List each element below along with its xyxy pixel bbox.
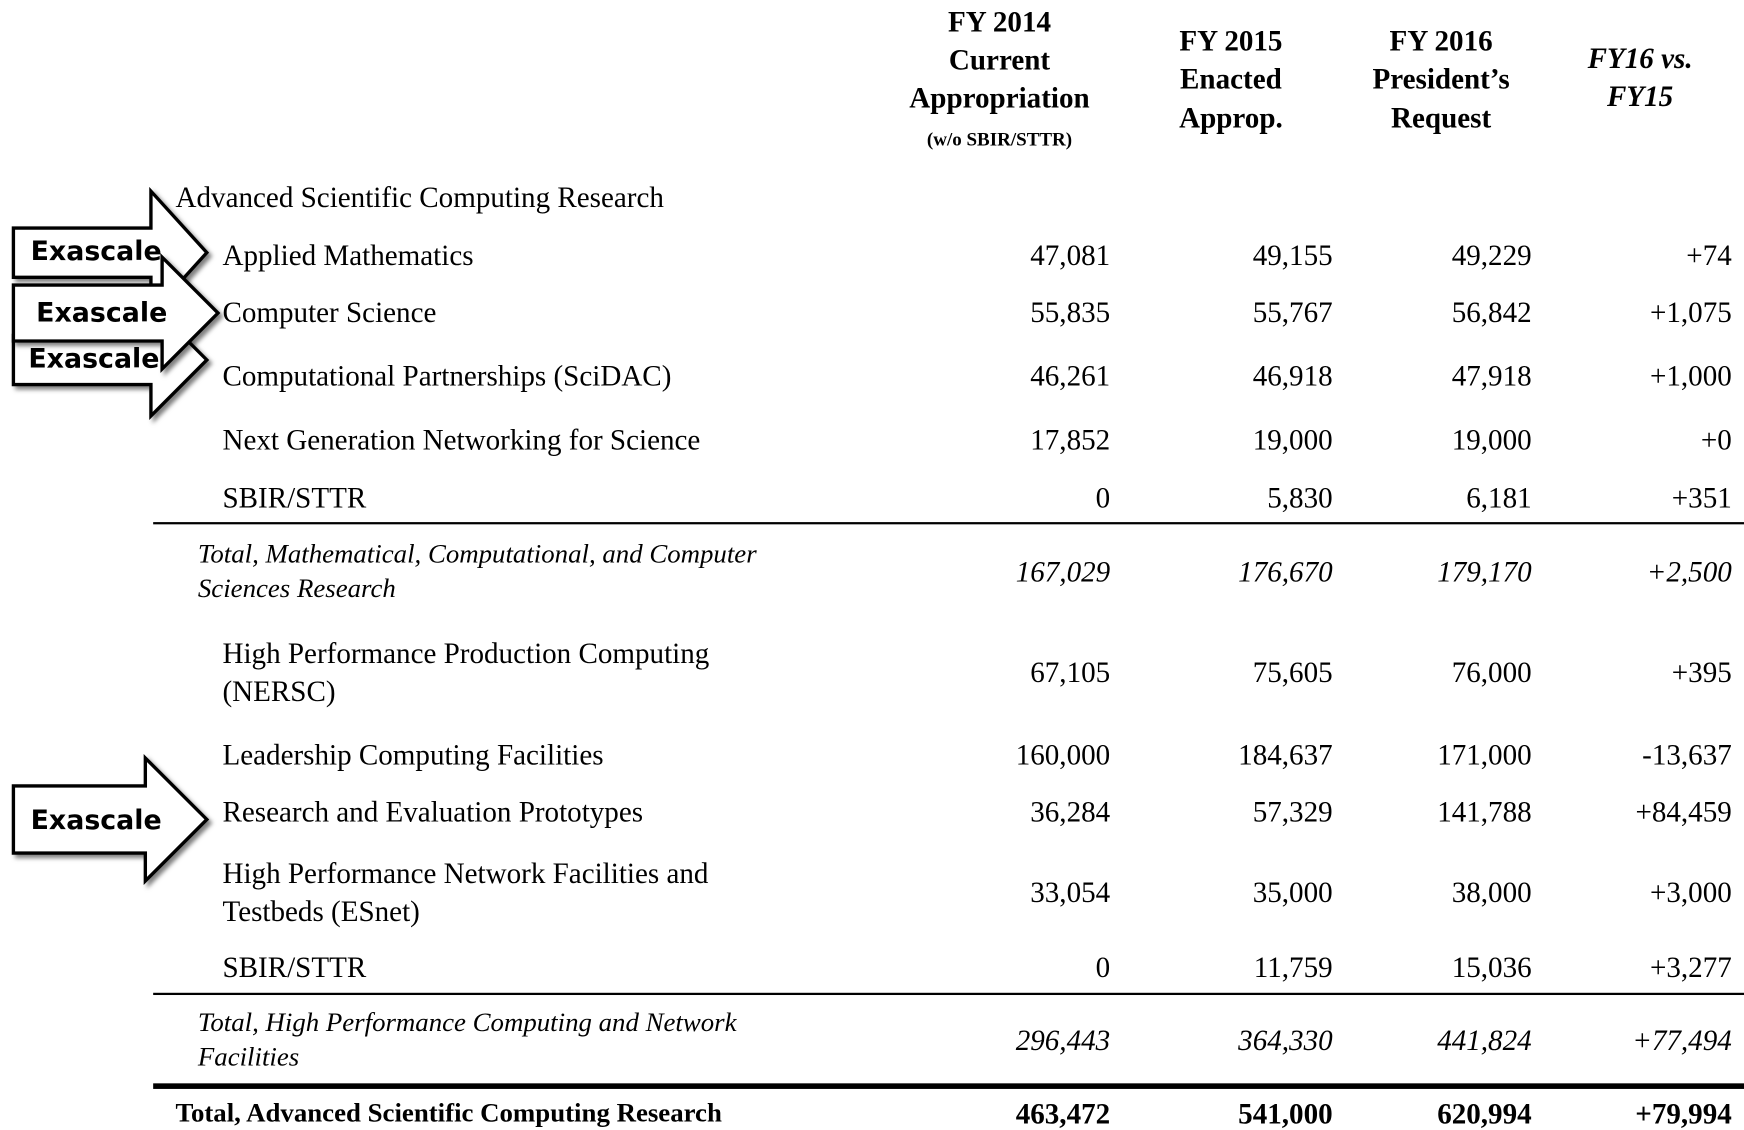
cell-value: 76,000	[1451, 656, 1532, 689]
cell-value: 47,081	[1030, 239, 1111, 272]
cell-value: 49,229	[1451, 239, 1532, 272]
row-label: Leadership Computing Facilities	[222, 738, 604, 772]
exascale-arrow: Exascale	[11, 186, 210, 319]
cell-value: +351	[1671, 481, 1732, 515]
column-header: Enacted	[1180, 62, 1282, 96]
column-header: FY16 vs.	[1587, 42, 1693, 75]
cell-value: 55,767	[1252, 296, 1333, 329]
cell-value: 17,852	[1030, 423, 1111, 457]
row-label: Facilities	[197, 1042, 300, 1072]
cell-value: 35,000	[1252, 876, 1333, 909]
column-header: Request	[1391, 101, 1492, 135]
cell-value: 541,000	[1238, 1097, 1333, 1130]
cell-value: 55,835	[1030, 296, 1111, 329]
column-header: President’s	[1372, 62, 1510, 96]
cell-value: 33,054	[1030, 876, 1111, 909]
cell-value: -13,637	[1642, 738, 1732, 772]
cell-value: 184,637	[1238, 738, 1333, 772]
cell-value: +0	[1700, 423, 1732, 457]
cell-value: 49,155	[1252, 239, 1333, 272]
row-label: High Performance Network Facilities and	[222, 857, 709, 890]
row-label: SBIR/STTR	[222, 951, 367, 984]
cell-value: 47,918	[1451, 359, 1532, 393]
cell-value: 67,105	[1030, 656, 1111, 689]
rule	[153, 522, 1744, 525]
cell-value: 167,029	[1015, 555, 1111, 589]
arrow-label: Exascale	[28, 343, 159, 374]
cell-value: 179,170	[1437, 555, 1532, 589]
arrow-shape	[11, 753, 210, 886]
column-note: (w/o SBIR/STTR)	[926, 128, 1073, 150]
cell-value: 5,830	[1267, 481, 1333, 515]
rule	[153, 992, 1744, 996]
cell-value: 141,788	[1437, 796, 1532, 829]
cell-value: +3,277	[1649, 951, 1732, 984]
cell-value: +74	[1686, 239, 1732, 272]
cell-value: 6,181	[1466, 481, 1532, 515]
column-header: FY 2015	[1179, 24, 1283, 58]
rule	[153, 1083, 1744, 1089]
cell-value: +1,000	[1649, 359, 1732, 393]
cell-value: 0	[1095, 951, 1111, 984]
cell-value: 75,605	[1252, 656, 1333, 689]
row-label: Advanced Scientific Computing Research	[175, 181, 664, 214]
cell-value: +1,075	[1649, 296, 1732, 329]
cell-value: 171,000	[1437, 738, 1532, 772]
row-label: Research and Evaluation Prototypes	[222, 796, 644, 829]
column-header: FY 2014	[947, 5, 1052, 39]
arrow-label: Exascale	[36, 298, 167, 329]
cell-value: 46,261	[1030, 359, 1111, 393]
cell-value: 0	[1095, 481, 1111, 515]
cell-value: 19,000	[1451, 423, 1532, 457]
cell-value: 19,000	[1252, 423, 1333, 457]
row-label: High Performance Production Computing	[222, 637, 710, 670]
column-header: Current	[948, 43, 1051, 77]
row-label: Sciences Research	[197, 574, 396, 604]
column-header: Appropriation	[909, 81, 1090, 115]
cell-value: 11,759	[1253, 951, 1333, 984]
row-label: Total, Mathematical, Computational, and …	[197, 539, 757, 569]
cell-value: 364,330	[1238, 1024, 1333, 1057]
row-label: Total, Advanced Scientific Computing Res…	[175, 1098, 722, 1129]
cell-value: +79,994	[1635, 1097, 1732, 1130]
column-header: FY15	[1606, 80, 1674, 113]
row-label: Total, High Performance Computing and Ne…	[197, 1007, 737, 1037]
cell-value: +2,500	[1646, 555, 1732, 589]
arrow-label: Exascale	[31, 805, 162, 836]
cell-value: +3,000	[1649, 876, 1732, 909]
row-label: Computational Partnerships (SciDAC)	[222, 359, 672, 393]
cell-value: 56,842	[1451, 296, 1532, 329]
arrows: Exascale Exascale Exascale Exascale	[11, 186, 221, 886]
cell-value: 15,036	[1451, 951, 1532, 984]
cell-value: 38,000	[1451, 876, 1532, 909]
cell-value: 296,443	[1015, 1024, 1111, 1057]
cell-value: 463,472	[1015, 1097, 1111, 1130]
row-label: Testbeds (ESnet)	[222, 895, 420, 928]
cell-value: +77,494	[1632, 1024, 1732, 1057]
cell-value: 441,824	[1437, 1024, 1532, 1057]
exascale-arrow: Exascale	[11, 753, 210, 886]
cell-value: +395	[1671, 656, 1732, 689]
row-label: (NERSC)	[222, 675, 336, 708]
row-label: Applied Mathematics	[222, 239, 474, 272]
cell-value: 57,329	[1252, 796, 1333, 829]
cell-value: +84,459	[1635, 796, 1732, 829]
row-label: SBIR/STTR	[222, 481, 367, 515]
row-label: Next Generation Networking for Science	[222, 423, 701, 457]
cell-value: 46,918	[1252, 359, 1333, 393]
column-header: Approp.	[1179, 101, 1283, 135]
row-label: Computer Science	[222, 296, 437, 329]
arrow-shape	[11, 253, 221, 373]
arrow-label: Exascale	[31, 236, 162, 267]
column-header: FY 2016	[1389, 24, 1493, 58]
cell-value: 176,670	[1238, 555, 1333, 589]
cell-value: 160,000	[1015, 738, 1111, 772]
cell-value: 620,994	[1437, 1097, 1532, 1130]
exascale-arrow: Exascale	[11, 253, 221, 373]
cell-value: 36,284	[1030, 796, 1111, 829]
